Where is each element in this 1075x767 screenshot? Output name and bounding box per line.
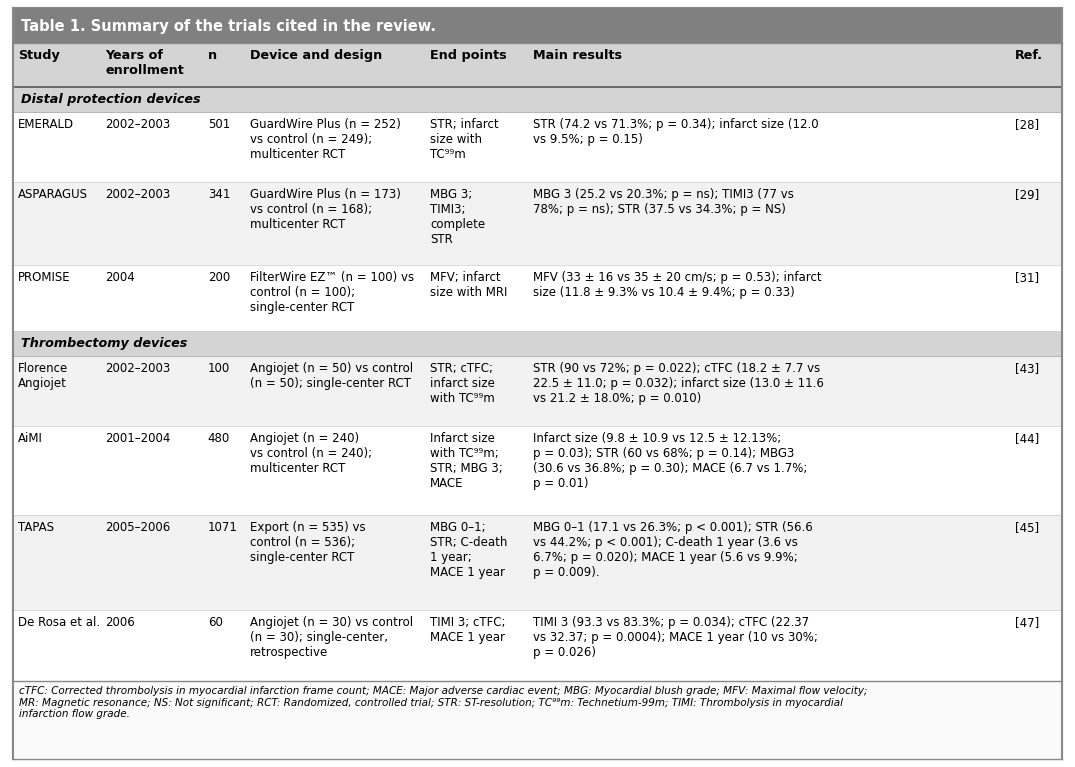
Text: cTFC: Corrected thrombolysis in myocardial infarction frame count; MACE: Major a: cTFC: Corrected thrombolysis in myocardi… xyxy=(19,686,868,719)
Bar xyxy=(13,87,1062,112)
Bar xyxy=(13,426,1062,515)
Text: TIMI 3 (93.3 vs 83.3%; p = 0.034); cTFC (22.37
vs 32.37; p = 0.0004); MACE 1 yea: TIMI 3 (93.3 vs 83.3%; p = 0.034); cTFC … xyxy=(533,616,818,659)
Bar xyxy=(13,515,1062,610)
Text: ASPARAGUS: ASPARAGUS xyxy=(18,188,88,201)
Bar xyxy=(13,8,1062,43)
Text: 2002–2003: 2002–2003 xyxy=(105,118,170,131)
Bar xyxy=(13,43,1062,87)
Text: [47]: [47] xyxy=(1015,616,1038,629)
Text: PROMISE: PROMISE xyxy=(18,271,71,284)
Text: 501: 501 xyxy=(207,118,230,131)
Bar xyxy=(13,681,1062,759)
Text: TAPAS: TAPAS xyxy=(18,521,54,534)
Text: n: n xyxy=(207,49,217,62)
Text: 480: 480 xyxy=(207,432,230,445)
Text: STR (90 vs 72%; p = 0.022); cTFC (18.2 ± 7.7 vs
22.5 ± 11.0; p = 0.032); infarct: STR (90 vs 72%; p = 0.022); cTFC (18.2 ±… xyxy=(533,362,823,405)
Text: Main results: Main results xyxy=(533,49,622,62)
Text: Angiojet (n = 240)
vs control (n = 240);
multicenter RCT: Angiojet (n = 240) vs control (n = 240);… xyxy=(249,432,372,475)
Text: 2002–2003: 2002–2003 xyxy=(105,362,170,375)
Bar xyxy=(13,182,1062,265)
Text: Table 1. Summary of the trials cited in the review.: Table 1. Summary of the trials cited in … xyxy=(22,19,436,34)
Text: Ref.: Ref. xyxy=(1015,49,1043,62)
Text: MFV (33 ± 16 vs 35 ± 20 cm/s; p = 0.53); infarct
size (11.8 ± 9.3% vs 10.4 ± 9.4: MFV (33 ± 16 vs 35 ± 20 cm/s; p = 0.53);… xyxy=(533,271,821,299)
Bar xyxy=(13,112,1062,182)
Text: Infarct size (9.8 ± 10.9 vs 12.5 ± 12.13%;
p = 0.03); STR (60 vs 68%; p = 0.14);: Infarct size (9.8 ± 10.9 vs 12.5 ± 12.13… xyxy=(533,432,807,490)
Text: End points: End points xyxy=(430,49,507,62)
Text: 2002–2003: 2002–2003 xyxy=(105,188,170,201)
Text: 341: 341 xyxy=(207,188,230,201)
Text: TIMI 3; cTFC;
MACE 1 year: TIMI 3; cTFC; MACE 1 year xyxy=(430,616,505,644)
Text: [45]: [45] xyxy=(1015,521,1038,534)
Text: 2005–2006: 2005–2006 xyxy=(105,521,170,534)
Bar xyxy=(13,331,1062,356)
Text: Thrombectomy devices: Thrombectomy devices xyxy=(22,337,187,350)
Text: EMERALD: EMERALD xyxy=(18,118,74,131)
Text: [31]: [31] xyxy=(1015,271,1038,284)
Text: GuardWire Plus (n = 173)
vs control (n = 168);
multicenter RCT: GuardWire Plus (n = 173) vs control (n =… xyxy=(249,188,401,231)
Text: De Rosa et al.: De Rosa et al. xyxy=(18,616,100,629)
Text: STR; cTFC;
infarct size
with TC⁹⁹m: STR; cTFC; infarct size with TC⁹⁹m xyxy=(430,362,496,405)
Text: [44]: [44] xyxy=(1015,432,1038,445)
Text: 2004: 2004 xyxy=(105,271,134,284)
Bar xyxy=(13,265,1062,331)
Text: Device and design: Device and design xyxy=(249,49,382,62)
Text: AiMI: AiMI xyxy=(18,432,43,445)
Text: MFV; infarct
size with MRI: MFV; infarct size with MRI xyxy=(430,271,507,299)
Text: Study: Study xyxy=(18,49,60,62)
Bar xyxy=(13,610,1062,681)
Text: [43]: [43] xyxy=(1015,362,1038,375)
Text: Angiojet (n = 30) vs control
(n = 30); single-center,
retrospective: Angiojet (n = 30) vs control (n = 30); s… xyxy=(249,616,413,659)
Bar xyxy=(13,356,1062,426)
Text: 200: 200 xyxy=(207,271,230,284)
Text: MBG 3 (25.2 vs 20.3%; p = ns); TIMI3 (77 vs
78%; p = ns); STR (37.5 vs 34.3%; p : MBG 3 (25.2 vs 20.3%; p = ns); TIMI3 (77… xyxy=(533,188,794,216)
Text: Florence
Angiojet: Florence Angiojet xyxy=(18,362,68,390)
Text: FilterWire EZ™ (n = 100) vs
control (n = 100);
single-center RCT: FilterWire EZ™ (n = 100) vs control (n =… xyxy=(249,271,414,314)
Text: [28]: [28] xyxy=(1015,118,1038,131)
Text: 1071: 1071 xyxy=(207,521,238,534)
Text: MBG 0–1 (17.1 vs 26.3%; p < 0.001); STR (56.6
vs 44.2%; p < 0.001); C-death 1 ye: MBG 0–1 (17.1 vs 26.3%; p < 0.001); STR … xyxy=(533,521,813,579)
Text: Export (n = 535) vs
control (n = 536);
single-center RCT: Export (n = 535) vs control (n = 536); s… xyxy=(249,521,366,564)
Text: STR (74.2 vs 71.3%; p = 0.34); infarct size (12.0
vs 9.5%; p = 0.15): STR (74.2 vs 71.3%; p = 0.34); infarct s… xyxy=(533,118,819,146)
Text: 2001–2004: 2001–2004 xyxy=(105,432,171,445)
Text: MBG 3;
TIMI3;
complete
STR: MBG 3; TIMI3; complete STR xyxy=(430,188,486,246)
Text: GuardWire Plus (n = 252)
vs control (n = 249);
multicenter RCT: GuardWire Plus (n = 252) vs control (n =… xyxy=(249,118,401,161)
Text: 100: 100 xyxy=(207,362,230,375)
Text: Distal protection devices: Distal protection devices xyxy=(22,93,201,106)
Text: 2006: 2006 xyxy=(105,616,134,629)
Text: MBG 0–1;
STR; C-death
1 year;
MACE 1 year: MBG 0–1; STR; C-death 1 year; MACE 1 yea… xyxy=(430,521,507,579)
Text: 60: 60 xyxy=(207,616,223,629)
Text: Years of
enrollment: Years of enrollment xyxy=(105,49,184,77)
Text: Infarct size
with TC⁹⁹m;
STR; MBG 3;
MACE: Infarct size with TC⁹⁹m; STR; MBG 3; MAC… xyxy=(430,432,503,490)
Text: [29]: [29] xyxy=(1015,188,1038,201)
Text: Angiojet (n = 50) vs control
(n = 50); single-center RCT: Angiojet (n = 50) vs control (n = 50); s… xyxy=(249,362,413,390)
Text: STR; infarct
size with
TC⁹⁹m: STR; infarct size with TC⁹⁹m xyxy=(430,118,499,161)
